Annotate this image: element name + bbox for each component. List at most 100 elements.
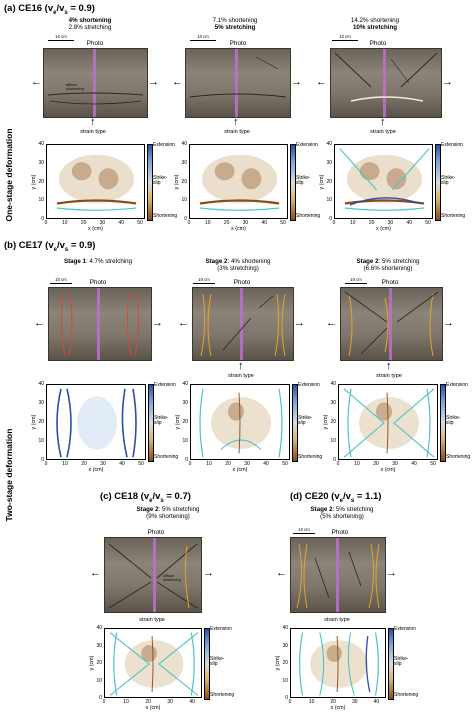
- colorbar: [435, 144, 441, 221]
- x-tick-label: 10: [62, 220, 68, 226]
- strain-trace: [393, 388, 435, 458]
- arrow-right-b1: →: [152, 317, 163, 329]
- photo-b2: [192, 287, 294, 361]
- colorbar-label-extension: Extension: [296, 142, 318, 148]
- photo-label-a3: Photo: [369, 40, 387, 47]
- arrow-left-a2: ←: [172, 76, 183, 88]
- strain-trace: [238, 392, 241, 454]
- colorbar-label-strike: Strike-: [298, 415, 313, 421]
- x-axis-label: x (cm): [380, 467, 396, 473]
- section-title-c: (c) CE18 (ve/vs = 0.7): [100, 491, 191, 504]
- y-axis-label: y (cm): [175, 414, 181, 430]
- photo-label-b3: Photo: [381, 279, 399, 286]
- strain-map-b3: [338, 384, 438, 460]
- y-tick-label: 30: [282, 642, 288, 649]
- strain-map-d1: [290, 628, 386, 698]
- strain-blob: [211, 397, 271, 449]
- strain-trace: [278, 388, 283, 458]
- section-title-d: (d) CE20 (ve/vs = 1.1): [290, 491, 382, 504]
- strain-trace: [113, 632, 118, 696]
- arrow-right-a2: →: [291, 76, 302, 88]
- strain-pattern: [339, 148, 430, 211]
- strain-blob: [58, 154, 135, 203]
- y-tick-label: 30: [182, 400, 188, 406]
- x-tick-label: 30: [167, 699, 173, 705]
- colorbar-label-slip: slip: [296, 179, 304, 186]
- strain-trace: [339, 148, 377, 191]
- x-tick-label: 10: [350, 220, 356, 226]
- arrow-up-b3: ↑: [386, 360, 392, 372]
- photo-d1: [290, 537, 386, 613]
- x-tick-label: 30: [99, 220, 106, 226]
- side-label-one-stage: One-stage deformation: [4, 128, 14, 222]
- x-tick-label: 40: [189, 699, 195, 705]
- y-tick-label: 0: [99, 695, 102, 701]
- x-axis-label: x (cm): [145, 705, 161, 711]
- colorbar-label-strike-slip: Strike-slip: [394, 656, 408, 668]
- colorbar-label-strike-slip: Strike-slip: [296, 175, 310, 187]
- y-tick-label: 30: [38, 400, 44, 406]
- strain-trace: [158, 632, 199, 696]
- annotation-diffuse-c1: diffuse shortening: [163, 574, 181, 582]
- x-tick-label: 20: [330, 699, 336, 705]
- strain-map-a2: [189, 144, 288, 219]
- marker-stripe: [383, 49, 386, 117]
- strain-pattern: [199, 154, 280, 211]
- caption-c1: Stage 2: 5% stretching (9% shortening): [136, 506, 200, 521]
- x-tick-label: 0: [44, 220, 48, 226]
- fault-traces: [189, 56, 287, 98]
- y-axis-label: y (cm): [275, 655, 281, 671]
- scale-bar-d1: 10 cm: [293, 527, 315, 535]
- colorbar-label-shortening: Shortening: [296, 213, 321, 219]
- colorbar: [292, 384, 298, 462]
- fault-traces: [344, 291, 439, 357]
- strain-pattern: [56, 154, 137, 211]
- strain-blob: [71, 162, 92, 181]
- y-tick-label: 30: [330, 400, 336, 406]
- strain-trace: [347, 632, 355, 696]
- arrow-right-d1: →: [386, 567, 397, 579]
- marker-stripe: [93, 49, 96, 117]
- strain-blob: [326, 645, 342, 662]
- x-axis-label: x (cm): [231, 226, 246, 232]
- x-tick-label: 20: [81, 461, 87, 467]
- strain-map-b2: [190, 384, 290, 460]
- strain-blob: [346, 154, 423, 203]
- photo-a1: diffuse shortening: [43, 48, 148, 118]
- x-axis-label: x (cm): [330, 705, 346, 711]
- x-tick-label: 20: [225, 461, 231, 467]
- photo-label-b2: Photo: [233, 279, 251, 286]
- x-tick-label: 0: [102, 699, 106, 705]
- x-tick-label: 40: [373, 699, 380, 705]
- arrow-up-a2: ↑: [233, 116, 239, 128]
- y-tick-label: 40: [38, 141, 44, 147]
- y-tick-label: 40: [326, 141, 332, 147]
- x-tick-label: 50: [425, 220, 431, 226]
- colorbar-label-strike-slip: Strike-slip: [210, 656, 224, 668]
- y-tick-label: 20: [282, 660, 288, 666]
- x-tick-label: 10: [123, 699, 129, 705]
- x-tick-label: 20: [223, 220, 230, 226]
- caption-d1: Stage 2: 5% stretching (5% shortening): [310, 506, 374, 521]
- y-tick-label: 30: [38, 159, 44, 166]
- strain-pattern: [56, 388, 137, 458]
- strain-pattern: [109, 632, 199, 696]
- x-axis-label: x (cm): [232, 467, 248, 473]
- y-tick-label: 20: [326, 178, 332, 185]
- y-tick-label: 20: [182, 419, 188, 425]
- y-tick-label: 10: [282, 677, 288, 684]
- arrow-right-b2: →: [294, 317, 305, 329]
- x-tick-label: 0: [188, 461, 192, 467]
- strain-blob: [310, 640, 368, 688]
- x-tick-label: 40: [261, 220, 268, 226]
- colorbar-label-slip: slip: [210, 661, 218, 668]
- marker-stripe: [153, 538, 156, 612]
- colorbar-label-shortening: Shortening: [394, 692, 419, 698]
- strain-map-b1: [46, 384, 146, 460]
- y-tick-label: 20: [38, 419, 44, 425]
- strain-type-label-b3: strain type: [376, 373, 402, 379]
- x-tick-label: 10: [205, 220, 211, 226]
- strain-trace: [66, 388, 72, 458]
- x-tick-label: 0: [288, 699, 292, 705]
- arrow-left-b1: ←: [34, 317, 45, 329]
